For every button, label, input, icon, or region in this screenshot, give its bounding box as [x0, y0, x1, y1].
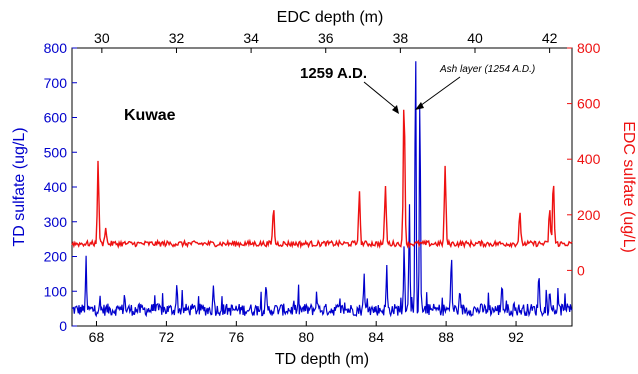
bottom-tick-label: 68 [89, 329, 105, 345]
bottom-tick-label: 76 [229, 329, 245, 345]
bottom-tick-label: 72 [159, 329, 175, 345]
top-tick-label: 40 [467, 30, 483, 46]
arrow-ash [419, 76, 461, 107]
bottom-tick-label: 84 [368, 329, 384, 345]
right-axis-label: EDC sulfate (ug/L) [620, 121, 637, 253]
top-tick-label: 30 [94, 30, 110, 46]
top-tick-label: 34 [243, 30, 259, 46]
bottom-tick-label: 92 [508, 329, 524, 345]
edc-sulfate-line [71, 109, 573, 250]
right-tick-label: 800 [577, 40, 601, 56]
bottom-tick-label: 88 [438, 329, 454, 345]
left-tick-label: 600 [44, 110, 68, 126]
left-tick-label: 800 [44, 40, 68, 56]
bottom-axis-label: TD depth (m) [275, 351, 369, 368]
top-tick-label: 32 [169, 30, 185, 46]
plot-frame [71, 47, 573, 327]
top-tick-label: 42 [542, 30, 558, 46]
arrow-1259 [363, 81, 399, 111]
left-axis-label: TD sulfate (ug/L) [11, 127, 28, 246]
annotation-kuwae: Kuwae [124, 107, 176, 124]
annotation-ash-layer: Ash layer (1254 A.D.) [439, 64, 535, 75]
left-tick-label: 700 [44, 75, 68, 91]
annotation-1259: 1259 A.D. [300, 65, 367, 82]
top-axis-label: EDC depth (m) [277, 9, 384, 26]
left-tick-label: 200 [44, 249, 68, 265]
arrow-1259-head [392, 105, 399, 114]
top-tick-label: 38 [393, 30, 409, 46]
left-tick-label: 300 [44, 214, 68, 230]
td-sulfate-line [71, 61, 573, 318]
arrow-ash-head [415, 102, 424, 110]
left-tick-label: 400 [44, 179, 68, 195]
axis-ticks: 68 72 76 80 84 88 92 30 32 34 36 38 40 42 0 100 200 300 40… [44, 30, 601, 345]
series-layer [71, 61, 573, 318]
left-tick-label: 0 [59, 318, 67, 334]
top-tick-label: 36 [318, 30, 334, 46]
right-tick-label: 400 [577, 151, 601, 167]
left-tick-label: 500 [44, 144, 68, 160]
right-tick-label: 600 [577, 96, 601, 112]
right-tick-label: 0 [577, 262, 585, 278]
left-tick-label: 100 [44, 283, 68, 299]
right-tick-label: 200 [577, 207, 601, 223]
bottom-tick-label: 80 [298, 329, 314, 345]
